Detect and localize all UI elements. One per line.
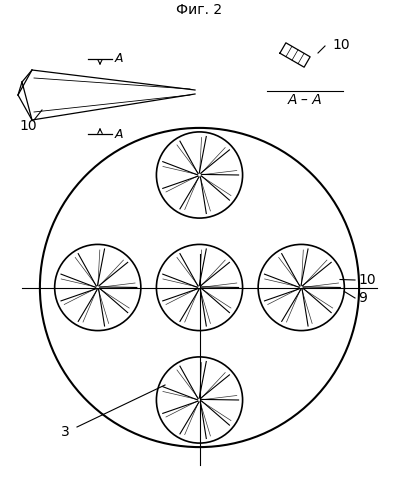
Text: A: A — [115, 128, 124, 140]
Text: A: A — [115, 52, 124, 66]
Text: 9: 9 — [358, 291, 367, 305]
Text: 10: 10 — [332, 38, 350, 52]
Text: 3: 3 — [61, 425, 69, 439]
Text: Фиг. 2: Фиг. 2 — [176, 3, 223, 17]
Text: 10: 10 — [358, 273, 375, 287]
Text: 10: 10 — [19, 119, 37, 133]
Text: A – A: A – A — [288, 93, 322, 107]
